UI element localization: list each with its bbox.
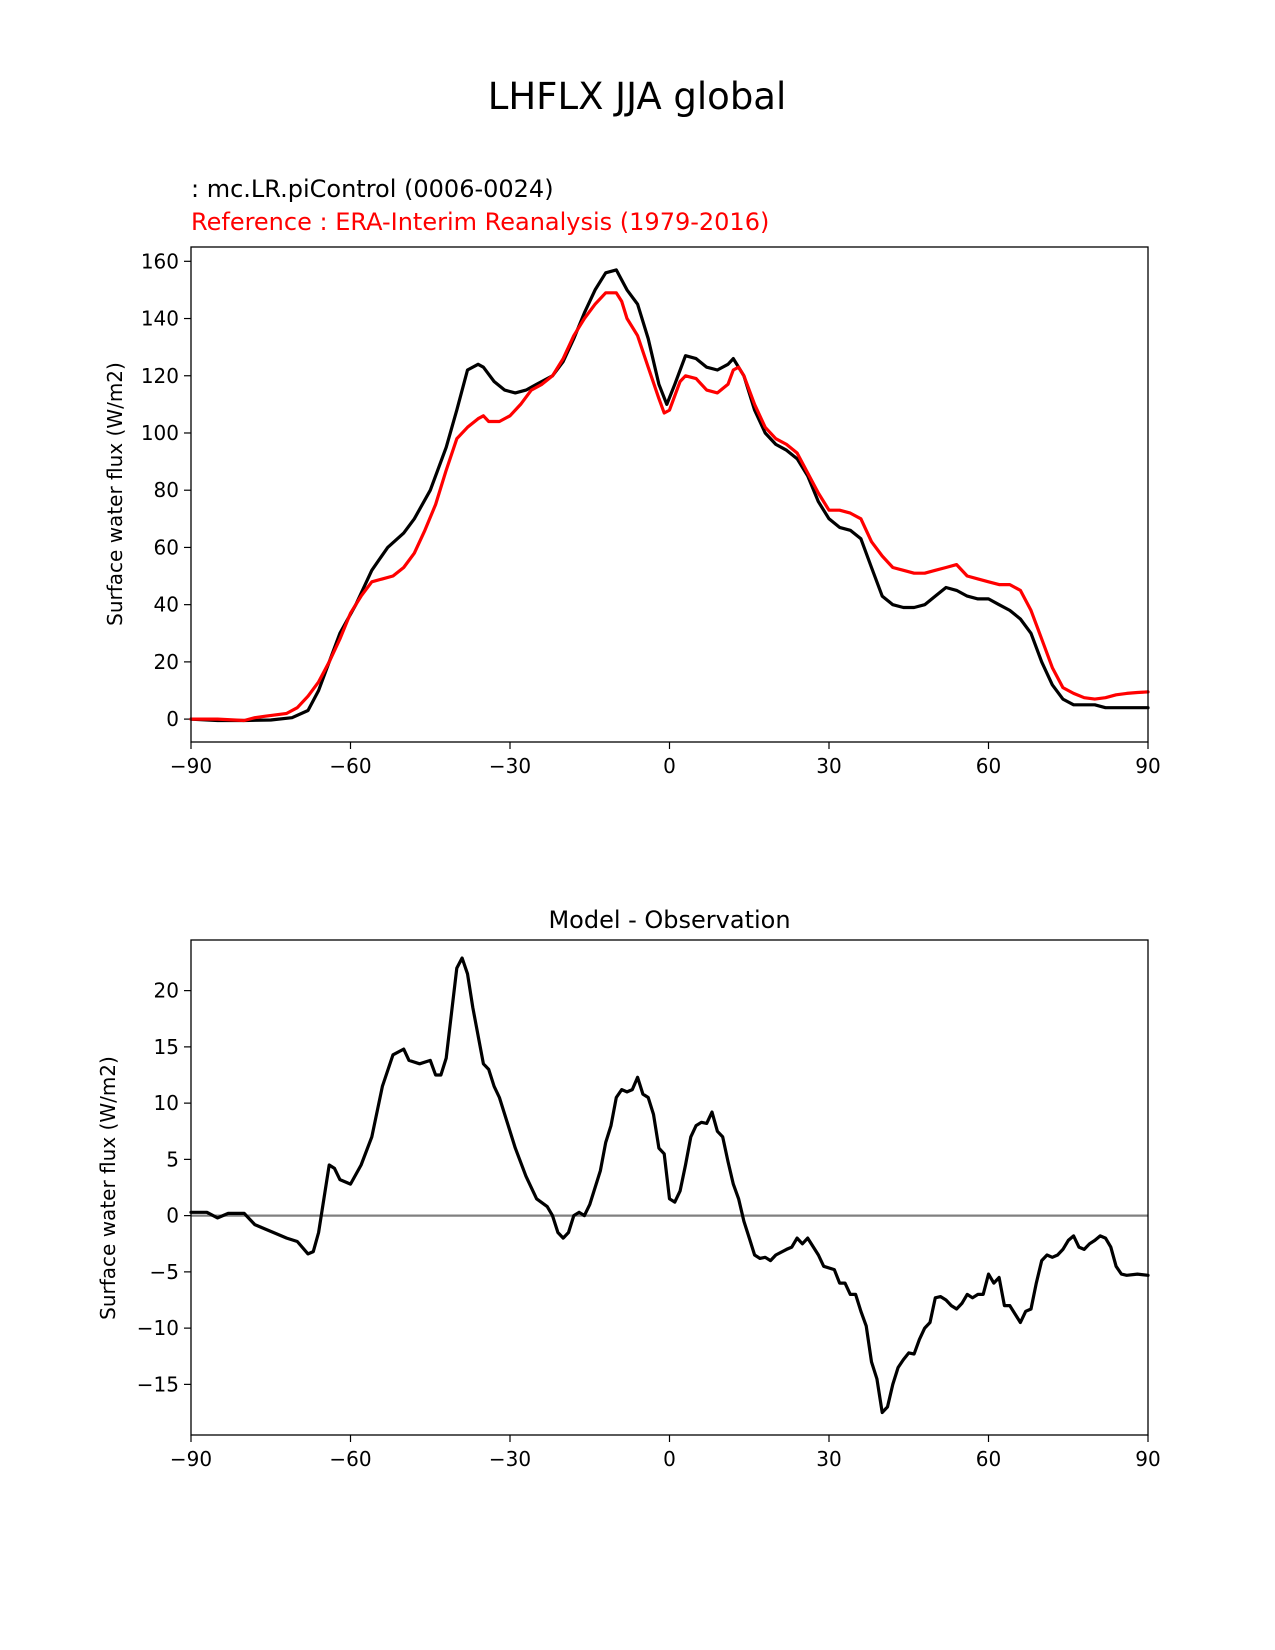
y-tick-label: 0 xyxy=(166,1204,179,1228)
bottom-chart-title: Model - Observation xyxy=(548,906,790,934)
model-label: : mc.LR.piControl (0006-0024) xyxy=(191,175,554,203)
series-line-0 xyxy=(189,956,1150,1415)
bottom-chart: Model - Observation Surface water flux (… xyxy=(96,906,1161,1471)
y-tick-label: 60 xyxy=(154,535,179,559)
reference-label: Reference : ERA-Interim Reanalysis (1979… xyxy=(191,208,769,236)
x-tick-label: 60 xyxy=(976,1447,1001,1471)
y-tick-label: 10 xyxy=(154,1091,179,1115)
y-tick-label: 80 xyxy=(154,478,179,502)
x-tick-label: 30 xyxy=(816,1447,841,1471)
x-tick-label: −60 xyxy=(329,754,371,778)
x-tick-label: 60 xyxy=(976,754,1001,778)
x-tick-label: 0 xyxy=(663,754,676,778)
y-tick-label: 0 xyxy=(166,707,179,731)
top-y-ticks: 0 20 40 60 80 100 120 140 160 xyxy=(141,249,191,731)
series-line-0 xyxy=(189,268,1150,723)
x-tick-label: 90 xyxy=(1135,1447,1160,1471)
top-x-ticks: −90 −60 −30 0 30 60 90 xyxy=(170,742,1161,778)
y-tick-label: 160 xyxy=(141,249,179,273)
y-tick-label: 20 xyxy=(154,979,179,1003)
x-tick-label: 30 xyxy=(816,754,841,778)
bottom-x-ticks: −90 −60 −30 0 30 60 90 xyxy=(170,1435,1161,1471)
y-tick-label: 120 xyxy=(141,364,179,388)
y-tick-label: −10 xyxy=(137,1316,179,1340)
y-tick-label: 20 xyxy=(154,650,179,674)
top-chart: : mc.LR.piControl (0006-0024) Reference … xyxy=(103,175,1161,778)
top-y-axis-label: Surface water flux (W/m2) xyxy=(103,362,127,626)
y-tick-label: −5 xyxy=(150,1260,179,1284)
x-tick-label: −60 xyxy=(329,1447,371,1471)
bottom-y-ticks: −15 −10 −5 0 5 10 15 20 xyxy=(137,979,191,1396)
y-tick-label: 40 xyxy=(154,593,179,617)
x-tick-label: −30 xyxy=(489,754,531,778)
bottom-y-axis-label: Surface water flux (W/m2) xyxy=(96,1056,120,1320)
top-plot-frame xyxy=(190,246,1149,743)
y-tick-label: −15 xyxy=(137,1372,179,1396)
y-tick-label: 100 xyxy=(141,421,179,445)
x-tick-label: −30 xyxy=(489,1447,531,1471)
x-tick-label: 90 xyxy=(1135,754,1160,778)
y-tick-label: 15 xyxy=(154,1035,179,1059)
x-tick-label: −90 xyxy=(170,1447,212,1471)
bottom-series xyxy=(189,956,1150,1415)
figure-title: LHFLX JJA global xyxy=(488,75,787,118)
x-tick-label: 0 xyxy=(663,1447,676,1471)
top-series xyxy=(189,268,1150,723)
x-tick-label: −90 xyxy=(170,754,212,778)
bottom-plot-frame xyxy=(190,939,1149,1436)
y-tick-label: 5 xyxy=(166,1147,179,1171)
y-tick-label: 140 xyxy=(141,307,179,331)
series-line-1 xyxy=(189,291,1150,723)
